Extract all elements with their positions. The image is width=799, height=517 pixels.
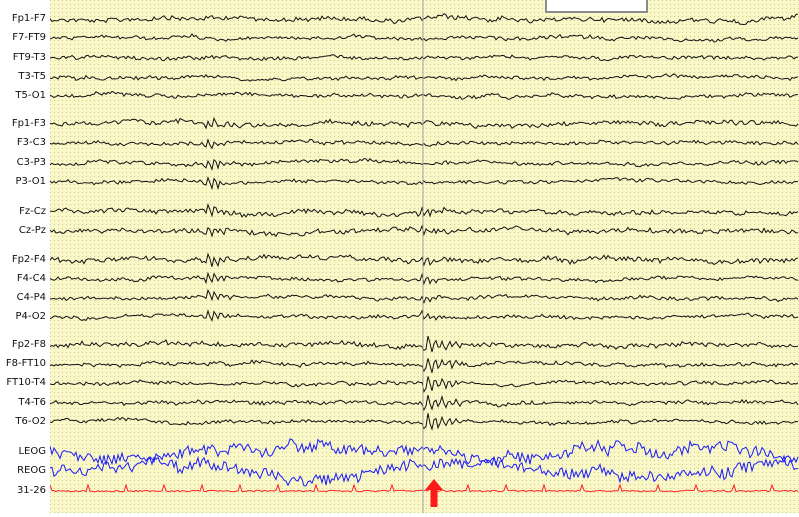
channel-label-ft9-t3[interactable]: FT9-T3	[12, 52, 46, 63]
trace-f4-c4	[49, 271, 799, 286]
channel-label-f3-c3[interactable]: F3-C3	[16, 137, 46, 148]
channel-label-cz-pz[interactable]: Cz-Pz	[18, 225, 46, 236]
channel-labels: Fp1-F7 F7-FT9 FT9-T3 T3-T5 T5-O1 Fp1-F3 F3-C3 C…	[0, 0, 50, 513]
trace-reog	[49, 454, 798, 487]
trace-c3-p3	[49, 157, 799, 171]
trace-fp1-f7	[49, 13, 799, 26]
trace-p3-o1	[49, 176, 799, 191]
eeg-traces	[49, 0, 799, 513]
trace-31-26	[49, 483, 799, 493]
red-up-arrow-icon[interactable]	[425, 479, 443, 507]
channel-label-t4-t6[interactable]: T4-T6	[18, 397, 46, 408]
channel-label-fp2-f4[interactable]: Fp2-F4	[11, 254, 46, 265]
trace-fp1-f3	[49, 116, 799, 130]
trace-f3-c3	[49, 138, 799, 150]
trace-cz-pz	[49, 224, 798, 238]
channel-label-p3-o1[interactable]: P3-O1	[15, 176, 46, 187]
trace-ft9-t3	[49, 54, 799, 62]
channel-label-c3-p3[interactable]: C3-P3	[16, 157, 46, 168]
channel-label-c4-p4[interactable]: C4-P4	[16, 292, 46, 303]
trace-ft10-t4	[49, 376, 799, 393]
channel-label-fz-cz[interactable]: Fz-Cz	[19, 206, 46, 217]
trace-area[interactable]	[49, 0, 799, 513]
scale-bar[interactable]	[545, 0, 648, 13]
channel-label-ft10-t4[interactable]: FT10-T4	[6, 377, 46, 388]
channel-label-t6-o2[interactable]: T6-O2	[15, 416, 46, 427]
channel-label-fp1-f7[interactable]: Fp1-F7	[11, 13, 46, 24]
trace-t6-o2	[49, 413, 799, 431]
channel-label-f7-ft9[interactable]: F7-FT9	[12, 32, 46, 43]
trace-fp2-f4	[49, 252, 799, 268]
channel-label-f8-ft10[interactable]: F8-FT10	[5, 358, 46, 369]
trace-t5-o1	[49, 90, 799, 100]
channel-label-leog[interactable]: LEOG	[18, 446, 46, 457]
channel-label-31-26[interactable]: 31-26	[16, 485, 46, 496]
channel-label-fp1-f3[interactable]: Fp1-F3	[11, 118, 46, 129]
trace-t4-t6	[49, 394, 799, 411]
trace-f7-ft9	[49, 33, 799, 43]
channel-label-fp2-f8[interactable]: Fp2-F8	[11, 339, 46, 350]
channel-label-t3-t5[interactable]: T3-T5	[18, 71, 46, 82]
trace-f8-ft10	[49, 358, 799, 373]
trace-fz-cz	[49, 203, 799, 218]
channel-label-reog[interactable]: REOG	[17, 465, 46, 476]
trace-p4-o2	[49, 309, 799, 322]
channel-label-f4-c4[interactable]: F4-C4	[16, 273, 46, 284]
trace-leog	[49, 438, 799, 467]
trace-fp2-f8	[49, 335, 799, 353]
channel-label-t5-o1[interactable]: T5-O1	[15, 90, 46, 101]
channel-label-p4-o2[interactable]: P4-O2	[15, 311, 46, 322]
trace-t3-t5	[49, 73, 799, 82]
trace-c4-p4	[50, 288, 799, 305]
